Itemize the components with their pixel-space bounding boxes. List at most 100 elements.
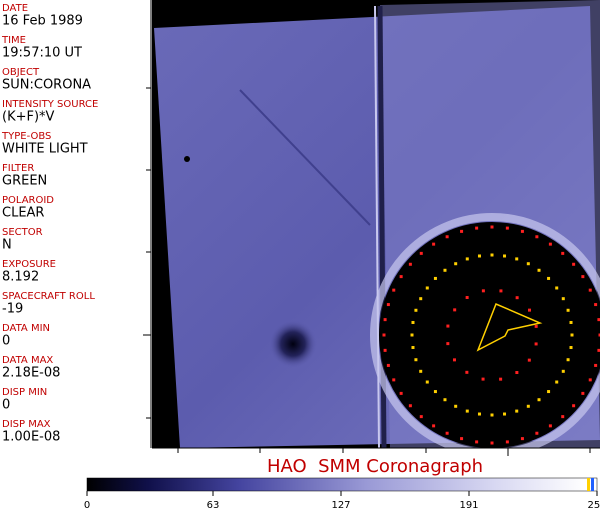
ring-dot — [515, 371, 519, 375]
ring-dot — [572, 404, 576, 408]
tick-label: 127 — [331, 500, 350, 511]
ring-dot — [419, 297, 423, 301]
ring-dot — [570, 333, 574, 337]
field-label: FILTER — [2, 163, 34, 174]
field-value: 2.18E-08 — [2, 366, 60, 381]
tick-label: 191 — [459, 500, 478, 511]
colorbar-overlay-blue — [591, 478, 594, 491]
ring-dot — [503, 412, 507, 416]
ring-dot — [433, 390, 437, 394]
ring-dot — [515, 257, 519, 261]
ring-dot — [588, 288, 592, 292]
ring-dot — [515, 409, 519, 413]
coronagraph-image — [154, 0, 600, 448]
field-label: TIME — [1, 35, 26, 46]
ring-dot — [452, 358, 456, 362]
ring-dot — [537, 398, 541, 402]
ring-dot — [566, 358, 570, 362]
ring-dot — [475, 226, 479, 230]
ring-dot — [445, 235, 449, 239]
colorbar-ticks: 0 63 127 191 255 — [84, 491, 600, 511]
field-label: OBJECT — [2, 67, 40, 78]
field-value: WHITE LIGHT — [2, 142, 88, 157]
ring-dot — [581, 275, 585, 279]
ring-dot — [446, 324, 450, 328]
ring-dot — [414, 358, 418, 362]
ring-dot — [594, 303, 598, 307]
ring-dot — [561, 297, 565, 301]
ring-dot — [414, 308, 418, 312]
ring-dot — [465, 370, 469, 374]
ring-dot — [481, 289, 485, 293]
ring-dot — [392, 378, 396, 382]
ring-dot — [386, 303, 390, 307]
field-label: DATE — [2, 3, 28, 14]
ring-dot — [465, 257, 469, 261]
ring-dot — [490, 413, 494, 417]
tick-label: 0 — [84, 500, 90, 511]
ring-dot — [594, 363, 598, 367]
ring-dot — [548, 424, 552, 428]
ring-dot — [555, 286, 559, 290]
ring-dot — [572, 262, 576, 266]
ring-dot — [382, 333, 386, 337]
ring-dot — [433, 276, 437, 280]
ring-dot — [547, 276, 551, 280]
ring-dot — [475, 440, 479, 444]
ring-dot — [535, 431, 539, 435]
info-panel — [0, 0, 151, 448]
field-value: 0 — [2, 334, 10, 349]
field-label: TYPE-OBS — [1, 131, 51, 142]
field-label: POLAROID — [2, 195, 54, 206]
ring-dot — [432, 424, 436, 428]
ring-dot — [527, 358, 531, 362]
field-label: DISP MAX — [2, 419, 51, 430]
colorbar — [86, 477, 598, 492]
ring-dot — [410, 333, 414, 337]
field-value: SUN:CORONA — [2, 78, 91, 93]
ring-dot — [505, 226, 509, 230]
ring-dot — [597, 318, 600, 322]
ring-dot — [445, 431, 449, 435]
ring-dot — [453, 308, 457, 312]
ring-dot — [411, 346, 415, 350]
frame-ticks — [143, 87, 591, 456]
ring-dot — [425, 286, 429, 290]
ring-dot — [443, 398, 447, 402]
ring-dot — [465, 409, 469, 413]
field-label: SPACECRAFT ROLL — [2, 291, 95, 302]
field-label: SECTOR — [2, 227, 43, 238]
colorbar-overlay-yellow — [587, 478, 590, 491]
field-value: 19:57:10 UT — [2, 46, 82, 61]
ring-dot — [383, 318, 387, 322]
ring-dot — [547, 390, 551, 394]
ring-dot — [503, 254, 507, 258]
ring-dot — [588, 378, 592, 382]
ring-dot — [537, 268, 541, 272]
ring-dot — [454, 404, 458, 408]
field-value: -19 — [2, 302, 23, 317]
field-value: 16 Feb 1989 — [2, 14, 83, 29]
ring-dot — [477, 412, 481, 416]
field-value: (K+F)*V — [2, 110, 55, 125]
field-label: DATA MIN — [2, 323, 50, 334]
ring-dot — [561, 251, 565, 255]
field-value: 1.00E-08 — [2, 430, 60, 445]
ring-dot — [515, 296, 519, 300]
ring-dot — [432, 242, 436, 246]
ring-dot — [490, 253, 494, 257]
title: HAO SMM Coronagraph — [267, 456, 483, 477]
ring-dot — [566, 308, 570, 312]
ring-dot — [534, 324, 538, 328]
ring-dot — [490, 225, 494, 229]
ring-dot — [419, 369, 423, 373]
ring-dot — [383, 348, 387, 352]
ring-dot — [597, 348, 600, 352]
ring-dot — [505, 440, 509, 444]
field-label: DATA MAX — [2, 355, 53, 366]
ring-dot — [419, 251, 423, 255]
field-label: INTENSITY SOURCE — [2, 99, 98, 110]
tick-label: 63 — [207, 500, 220, 511]
ring-dot — [454, 262, 458, 266]
